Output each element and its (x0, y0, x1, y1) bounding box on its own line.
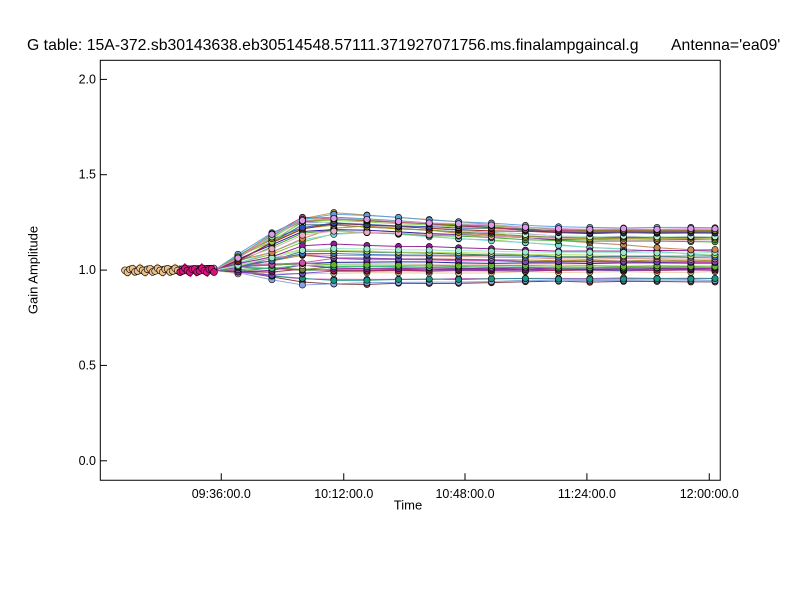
svg-text:2.0: 2.0 (79, 72, 96, 86)
svg-text:10:12:00.0: 10:12:00.0 (314, 487, 373, 501)
svg-text:0.5: 0.5 (79, 358, 96, 372)
svg-text:09:36:00.0: 09:36:00.0 (192, 487, 251, 501)
svg-text:12:00:00.0: 12:00:00.0 (680, 487, 739, 501)
svg-text:1.5: 1.5 (79, 168, 96, 182)
svg-text:1.0: 1.0 (79, 263, 96, 277)
svg-text:11:24:00.0: 11:24:00.0 (558, 487, 616, 501)
svg-text:0.0: 0.0 (79, 454, 96, 468)
svg-text:10:48:00.0: 10:48:00.0 (435, 487, 494, 501)
